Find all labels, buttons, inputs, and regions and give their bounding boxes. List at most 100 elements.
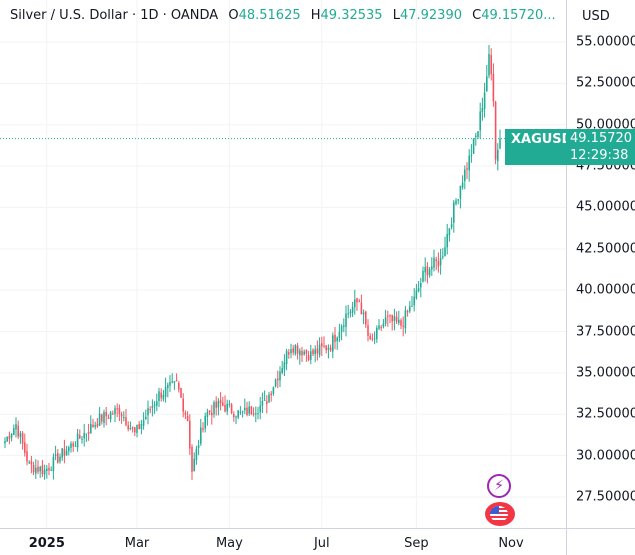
candle-body bbox=[325, 345, 327, 351]
candle-body bbox=[263, 399, 266, 401]
candle-body bbox=[70, 443, 72, 448]
candle-body bbox=[437, 261, 440, 267]
time-tick-label: Sep bbox=[404, 536, 429, 551]
candle-body bbox=[279, 371, 281, 381]
candle-body bbox=[301, 350, 303, 356]
candle-body bbox=[466, 168, 468, 170]
candle-body bbox=[387, 315, 389, 317]
candle-body bbox=[226, 403, 228, 412]
candle-body bbox=[17, 425, 19, 437]
candle-body bbox=[310, 351, 312, 360]
candle-body bbox=[186, 415, 189, 422]
candle-body bbox=[248, 406, 250, 414]
candle-body bbox=[360, 302, 363, 315]
us-flag-event-icon[interactable] bbox=[485, 502, 515, 526]
candle-body bbox=[497, 149, 499, 162]
candle-body bbox=[305, 350, 308, 354]
price-tick-label: 27.50000 bbox=[576, 489, 635, 505]
candle-body bbox=[24, 442, 26, 453]
candle-body bbox=[90, 423, 92, 434]
candle-body bbox=[46, 468, 48, 472]
price-tick-label: 42.50000 bbox=[576, 241, 635, 257]
candle-body bbox=[351, 307, 354, 313]
candle-body bbox=[239, 411, 242, 413]
candle-body bbox=[136, 424, 138, 433]
candle-body bbox=[448, 228, 451, 236]
candle-body bbox=[41, 465, 44, 475]
candle-body bbox=[492, 73, 495, 102]
high-label: H bbox=[310, 8, 321, 23]
candle-body bbox=[384, 317, 387, 324]
candle-body bbox=[59, 456, 61, 462]
candle-body bbox=[433, 257, 435, 268]
candle-body bbox=[204, 416, 206, 429]
candle-body bbox=[153, 404, 156, 407]
candle-body bbox=[321, 343, 323, 347]
candle-body bbox=[296, 345, 299, 354]
candle-body bbox=[189, 420, 191, 449]
candle-body bbox=[169, 382, 171, 386]
candle-body bbox=[420, 283, 422, 288]
candle-body bbox=[461, 182, 464, 188]
candle-body bbox=[340, 326, 343, 332]
candle-body bbox=[338, 331, 341, 338]
candle-body bbox=[446, 233, 448, 248]
price-tick-label: 32.50000 bbox=[576, 406, 635, 422]
candle-body bbox=[37, 466, 39, 472]
currency-button[interactable]: USD bbox=[572, 2, 632, 32]
candle-body bbox=[327, 347, 330, 350]
candle-body bbox=[19, 433, 22, 437]
candle-body bbox=[138, 424, 140, 430]
candle-body bbox=[103, 412, 105, 423]
price-tick-label: 50.00000 bbox=[576, 117, 635, 133]
candle-body bbox=[266, 401, 268, 404]
candle-body bbox=[464, 169, 466, 182]
candle-body bbox=[393, 316, 396, 321]
candle-body bbox=[376, 327, 378, 340]
candle-body bbox=[222, 402, 224, 406]
candle-body bbox=[382, 323, 385, 327]
candle-body bbox=[406, 311, 409, 313]
candle-body bbox=[475, 135, 477, 138]
candle-body bbox=[395, 316, 398, 322]
open-value: 48.51625 bbox=[238, 8, 301, 23]
candle-body bbox=[180, 387, 182, 398]
price-tick-label: 55.00000 bbox=[576, 34, 635, 50]
candle-body bbox=[246, 407, 248, 416]
current-price-label: 49.15720 12:29:38 bbox=[566, 128, 635, 165]
candle-body bbox=[28, 462, 30, 464]
candle-body bbox=[356, 298, 358, 303]
candle-body bbox=[292, 348, 294, 353]
candle-body bbox=[116, 408, 118, 410]
candle-body bbox=[453, 202, 455, 223]
candle-body bbox=[349, 311, 352, 313]
candle-body bbox=[191, 447, 193, 472]
candle-body bbox=[39, 466, 41, 472]
candle-body bbox=[26, 451, 28, 462]
event-lightning-icon[interactable]: ⚡ bbox=[487, 474, 511, 498]
candle-body bbox=[428, 269, 431, 276]
candle-body bbox=[334, 334, 336, 342]
candle-body bbox=[92, 424, 94, 428]
candle-body bbox=[371, 338, 374, 340]
ohlc-legend: Silver / U.S. Dollar · 1D · OANDA O48.51… bbox=[10, 8, 556, 23]
candle-body bbox=[127, 425, 129, 430]
candle-body bbox=[164, 387, 167, 397]
candle-body bbox=[213, 402, 215, 415]
candle-body bbox=[160, 392, 162, 398]
candle-body bbox=[57, 453, 59, 463]
candle-body bbox=[314, 349, 316, 355]
candle-body bbox=[32, 465, 35, 473]
candle-body bbox=[378, 325, 380, 329]
candle-body bbox=[488, 54, 490, 76]
candle-body bbox=[318, 344, 321, 355]
candle-body bbox=[424, 267, 426, 273]
candle-body bbox=[237, 410, 239, 418]
candle-body bbox=[244, 407, 246, 411]
candle-body bbox=[96, 423, 99, 427]
tag-symbol: XAGUSD bbox=[511, 131, 573, 147]
candle-body bbox=[74, 445, 77, 447]
candle-body bbox=[79, 435, 81, 439]
candle-body bbox=[178, 382, 180, 390]
